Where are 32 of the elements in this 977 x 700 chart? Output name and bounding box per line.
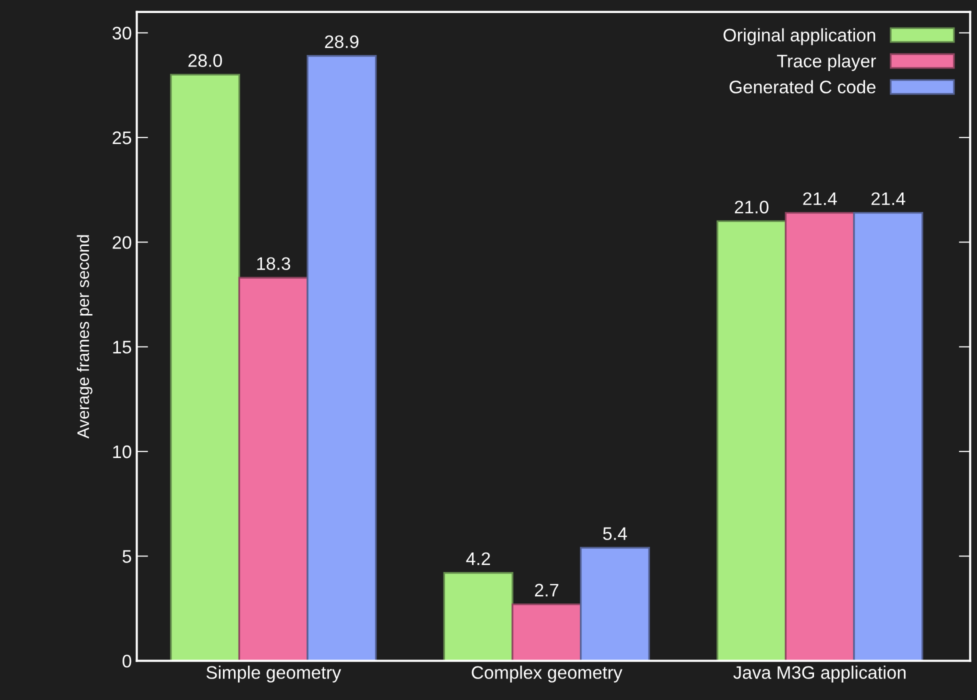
y-tick-label: 30 — [112, 26, 132, 40]
data-label: 4.2 — [466, 552, 490, 565]
bar — [170, 74, 240, 661]
y-tick-label: 5 — [122, 550, 132, 563]
bar — [784, 212, 855, 661]
bar — [580, 546, 650, 661]
y-axis-title: Average frames per second — [76, 235, 92, 439]
x-tick-label: Simple geometry — [206, 666, 342, 682]
x-tick-label: Java M3G application — [733, 666, 906, 682]
bar — [512, 603, 582, 661]
data-label: 28.0 — [188, 54, 222, 67]
bar — [716, 220, 787, 661]
data-label: 21.4 — [803, 192, 837, 205]
y-tick-label: 15 — [113, 340, 132, 354]
y-tick-label: 10 — [113, 445, 132, 458]
data-label: 5.4 — [603, 527, 627, 540]
data-label: 21.4 — [872, 192, 906, 205]
data-label: 28.9 — [325, 35, 358, 48]
legend-label: Original application — [724, 28, 876, 46]
bar — [238, 276, 308, 661]
data-label: 2.7 — [535, 584, 558, 596]
data-label: 21.0 — [734, 200, 768, 214]
bar — [853, 212, 924, 661]
y-tick-label: 25 — [112, 131, 132, 144]
x-tick-label: Complex geometry — [472, 666, 622, 682]
y-tick-label: 20 — [112, 236, 132, 249]
bar — [443, 572, 514, 661]
legend-label: Trace player — [777, 54, 876, 72]
legend-label: Generated C code — [730, 80, 876, 94]
data-label: 18.3 — [257, 257, 290, 270]
bar — [306, 55, 377, 661]
y-tick-label: 0 — [122, 654, 132, 668]
